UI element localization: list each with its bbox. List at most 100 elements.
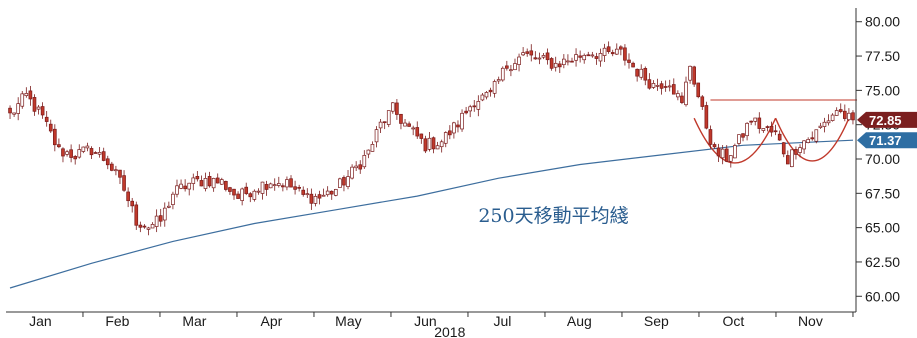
candle-body bbox=[399, 113, 403, 124]
candle-body bbox=[737, 134, 741, 144]
candle-body bbox=[44, 116, 49, 122]
candle-body bbox=[134, 204, 139, 226]
candle-body bbox=[773, 130, 778, 133]
candle-body bbox=[8, 107, 12, 114]
candle-body bbox=[761, 128, 766, 131]
candle-body bbox=[289, 178, 293, 188]
candle-body bbox=[350, 166, 354, 179]
candle-body bbox=[521, 52, 525, 56]
candle-body bbox=[488, 89, 493, 93]
candle-body bbox=[272, 184, 277, 187]
candle-body bbox=[110, 163, 114, 171]
candle-body bbox=[195, 175, 200, 180]
x-tick-label: May bbox=[335, 313, 361, 329]
candle-body bbox=[716, 147, 721, 157]
candle-body bbox=[529, 50, 534, 56]
candle-body bbox=[468, 106, 473, 112]
y-tick-label: 62.50 bbox=[865, 254, 900, 270]
candle-body bbox=[826, 120, 831, 124]
candle-body bbox=[228, 187, 232, 192]
candle-body bbox=[285, 179, 289, 188]
candle-body bbox=[431, 137, 436, 150]
candle-body bbox=[40, 106, 45, 116]
candle-body bbox=[101, 151, 106, 161]
candle-body bbox=[146, 227, 151, 230]
candle-body bbox=[684, 81, 688, 106]
candle-body bbox=[647, 79, 652, 89]
candle-body bbox=[53, 128, 57, 146]
candle-body bbox=[728, 155, 733, 162]
candle-body bbox=[69, 149, 73, 158]
candle-body bbox=[126, 191, 130, 202]
candle-body bbox=[268, 183, 273, 189]
candle-body bbox=[313, 196, 318, 204]
candle-body bbox=[411, 127, 415, 130]
candle-body bbox=[354, 165, 358, 169]
candle-body bbox=[419, 133, 424, 139]
candle-body bbox=[333, 189, 338, 196]
candle-body bbox=[281, 185, 285, 188]
candle-body bbox=[346, 176, 350, 187]
candle-body bbox=[541, 55, 546, 58]
candle-body bbox=[533, 57, 538, 60]
x-tick-label: Nov bbox=[798, 313, 823, 329]
candle-body bbox=[12, 112, 16, 115]
candle-body bbox=[517, 56, 521, 65]
candle-body bbox=[415, 127, 420, 137]
candle-body bbox=[631, 62, 635, 68]
candle-body bbox=[484, 92, 489, 98]
candle-body bbox=[260, 181, 265, 194]
candle-body bbox=[680, 95, 684, 103]
candle-body bbox=[81, 146, 86, 152]
candle-body bbox=[443, 132, 448, 144]
candle-body bbox=[191, 177, 196, 184]
candle-body bbox=[676, 93, 680, 98]
candle-body bbox=[574, 54, 578, 61]
candle-body bbox=[659, 83, 664, 89]
candle-body bbox=[838, 109, 843, 112]
candle-body bbox=[16, 103, 20, 114]
annotation-label: 250天移動平均綫 bbox=[478, 205, 628, 227]
candle-body bbox=[598, 53, 603, 62]
candle-body bbox=[382, 121, 387, 124]
candle-body bbox=[594, 56, 599, 59]
candle-body bbox=[798, 147, 802, 153]
candle-body bbox=[427, 137, 432, 150]
candle-body bbox=[769, 125, 774, 133]
candle-body bbox=[342, 177, 346, 186]
candle-body bbox=[386, 110, 391, 125]
candle-body bbox=[36, 106, 41, 110]
candle-body bbox=[639, 68, 644, 78]
candle-body bbox=[395, 102, 399, 115]
candle-body bbox=[671, 84, 676, 95]
candle-body bbox=[293, 186, 297, 190]
candle-body bbox=[570, 60, 574, 63]
candle-body bbox=[619, 46, 623, 50]
candle-body bbox=[704, 105, 709, 129]
candle-body bbox=[700, 96, 705, 107]
candle-body bbox=[566, 60, 570, 63]
candle-body bbox=[175, 185, 179, 195]
candle-body bbox=[142, 225, 147, 228]
candle-body bbox=[122, 175, 126, 191]
candle-body bbox=[476, 101, 481, 110]
y-tick-label: 70.00 bbox=[865, 151, 900, 167]
axes-layer: 60.0062.5065.0067.5070.0072.5075.0077.50… bbox=[6, 8, 900, 329]
candle-body bbox=[635, 68, 639, 77]
candle-body bbox=[325, 190, 330, 196]
candle-body bbox=[614, 48, 619, 55]
candle-body bbox=[162, 207, 167, 221]
candle-body bbox=[847, 112, 851, 121]
candle-body bbox=[232, 188, 236, 196]
candle-body bbox=[602, 47, 607, 56]
candle-body bbox=[211, 177, 216, 189]
y-tick-label: 60.00 bbox=[865, 288, 900, 304]
candle-body bbox=[525, 51, 530, 54]
candle-body bbox=[366, 149, 371, 155]
candle-body bbox=[390, 102, 395, 112]
candle-body bbox=[167, 205, 171, 208]
candle-body bbox=[586, 54, 591, 57]
candle-body bbox=[822, 121, 827, 127]
candle-body bbox=[753, 117, 758, 122]
